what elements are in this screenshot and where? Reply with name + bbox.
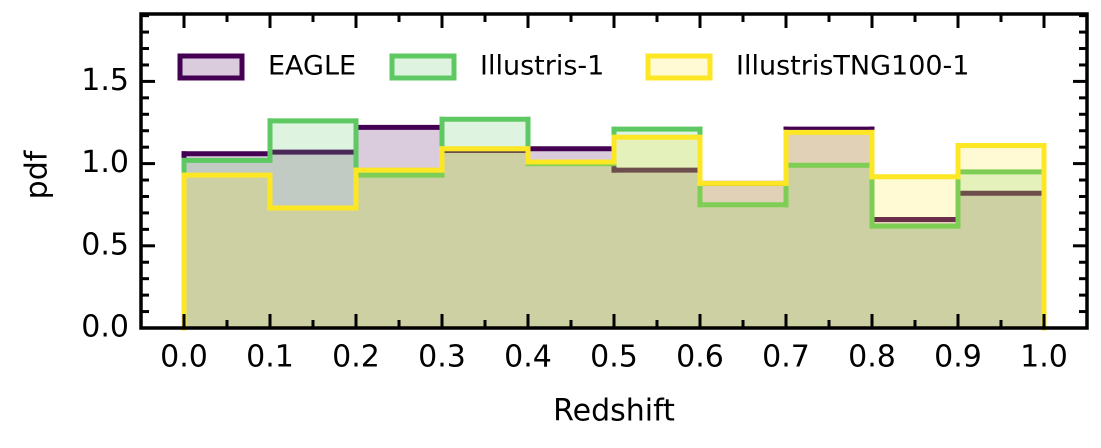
x-axis-label: Redshift: [553, 394, 675, 429]
bar-fill: [872, 226, 958, 328]
x-tick-label: 0.3: [418, 340, 466, 375]
bar-fill: [270, 207, 356, 328]
y-axis-label: pdf: [20, 149, 55, 199]
x-tick-label: 0.8: [848, 340, 896, 375]
x-tick-label: 0.5: [590, 340, 638, 375]
bar-fill: [614, 137, 700, 328]
legend-swatch: [389, 53, 457, 81]
bar-fill: [786, 165, 872, 328]
bar-fill: [270, 120, 356, 328]
bar-fill: [528, 161, 614, 328]
x-tick-label: 0.1: [246, 340, 294, 375]
bar-fill: [442, 148, 528, 328]
bar-fill: [872, 219, 958, 328]
bar-fill: [786, 132, 872, 328]
x-tick-label: 1.0: [1020, 340, 1068, 375]
bar-fill: [270, 152, 356, 328]
legend-label: IllustrisTNG100-1: [736, 51, 969, 82]
bar-fill: [356, 127, 442, 328]
bar-fill: [700, 204, 786, 328]
legend-label: EAGLE: [268, 51, 356, 82]
legend-swatch: [177, 53, 245, 81]
bar-fill: [614, 129, 700, 328]
bar-fill: [184, 153, 270, 328]
bar-fill: [442, 119, 528, 328]
y-tick-label: 0.5: [81, 227, 129, 262]
bar-fill: [700, 183, 786, 328]
y-tick-label: 1.0: [81, 145, 129, 180]
bar-fill: [184, 175, 270, 328]
bar-fill: [786, 129, 872, 328]
x-tick-label: 0.2: [332, 340, 380, 375]
x-tick-label: 0.7: [762, 340, 810, 375]
bar-fill: [528, 163, 614, 328]
bar-fill: [442, 150, 528, 328]
bar-fill: [872, 176, 958, 328]
legend-swatch: [645, 53, 713, 81]
bar-fill: [958, 171, 1044, 328]
bar-fill: [614, 170, 700, 328]
bar-fill: [528, 148, 614, 328]
bar-fill: [356, 170, 442, 328]
bar-fill: [958, 193, 1044, 328]
bar-fill: [356, 175, 442, 328]
y-tick-label: 1.5: [81, 63, 129, 98]
x-tick-label: 0.0: [160, 340, 208, 375]
bar-fill: [958, 145, 1044, 328]
bar-fill: [700, 183, 786, 328]
x-tick-label: 0.6: [676, 340, 724, 375]
x-tick-label: 0.4: [504, 340, 552, 375]
bar-fill: [184, 160, 270, 328]
y-tick-label: 0.0: [81, 310, 129, 345]
x-tick-label: 0.9: [934, 340, 982, 375]
legend-label: Illustris-1: [480, 51, 604, 82]
